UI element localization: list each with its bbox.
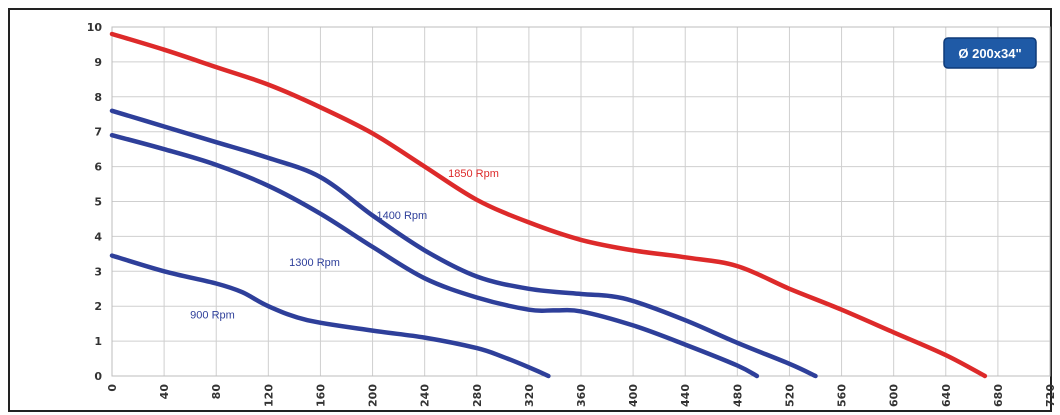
x-tick-label: 680 [992, 384, 1005, 407]
y-tick-label: 0 [94, 370, 102, 383]
x-tick-label: 0 [106, 384, 119, 392]
x-tick-label: 360 [575, 384, 588, 407]
x-tick-label: 720 [1044, 384, 1057, 407]
plot-area [111, 26, 1051, 377]
y-tick-label: 6 [94, 161, 102, 174]
y-tick-label: 10 [87, 21, 103, 34]
legend-rect [943, 37, 1037, 69]
x-tick-label: 400 [627, 384, 640, 407]
y-tick-label: 9 [94, 56, 102, 69]
y-tick-label: 3 [94, 265, 102, 278]
x-tick-label: 280 [471, 384, 484, 407]
chart-frame [8, 8, 1052, 412]
x-tick-label: 600 [888, 384, 901, 407]
x-tick-label: 40 [158, 384, 171, 400]
series-layer [109, 31, 988, 379]
y-tick-label: 2 [94, 300, 102, 313]
legend-box: Ø 200x34" [943, 37, 1037, 69]
y-tick-label: 5 [94, 196, 102, 209]
x-tick-label: 240 [419, 384, 432, 407]
curve-label-1850-rpm: 1850 Rpm [448, 168, 499, 180]
y-tick-label: 1 [94, 335, 102, 348]
label-layer: 1850 Rpm 1400 Rpm 1300 Rpm 900 Rpm [190, 168, 499, 321]
x-tick-label: 320 [523, 384, 536, 407]
series-line-1850-rpm [109, 31, 988, 379]
y-tick-label: 7 [94, 126, 102, 139]
x-tick-label: 200 [367, 384, 380, 407]
legend-text: Ø 200x34" [958, 46, 1021, 61]
series-line-1300-rpm [109, 132, 760, 379]
grid-layer [111, 26, 1051, 377]
x-tick-label: 120 [262, 384, 275, 407]
x-tick-label: 480 [731, 384, 744, 407]
curve-label-1400-rpm: 1400 Rpm [376, 210, 427, 222]
x-tick-label: 440 [679, 384, 692, 407]
x-tick-label: 80 [210, 384, 223, 400]
x-tick-label: 160 [314, 384, 327, 407]
tick-layer: 0 1 2 3 4 5 6 7 8 9 10 0 40 80 120 160 200 240 280 320 360 40… [87, 21, 1057, 407]
curve-label-1300-rpm: 1300 Rpm [289, 257, 340, 269]
x-tick-label: 560 [836, 384, 849, 407]
curve-label-900-rpm: 900 Rpm [190, 309, 235, 321]
y-tick-label: 8 [94, 91, 102, 104]
x-tick-label: 640 [940, 384, 953, 407]
series-line-1400-rpm [109, 108, 818, 379]
y-tick-label: 4 [94, 230, 102, 243]
x-tick-label: 520 [783, 384, 796, 407]
series-line-900-rpm [109, 253, 551, 379]
